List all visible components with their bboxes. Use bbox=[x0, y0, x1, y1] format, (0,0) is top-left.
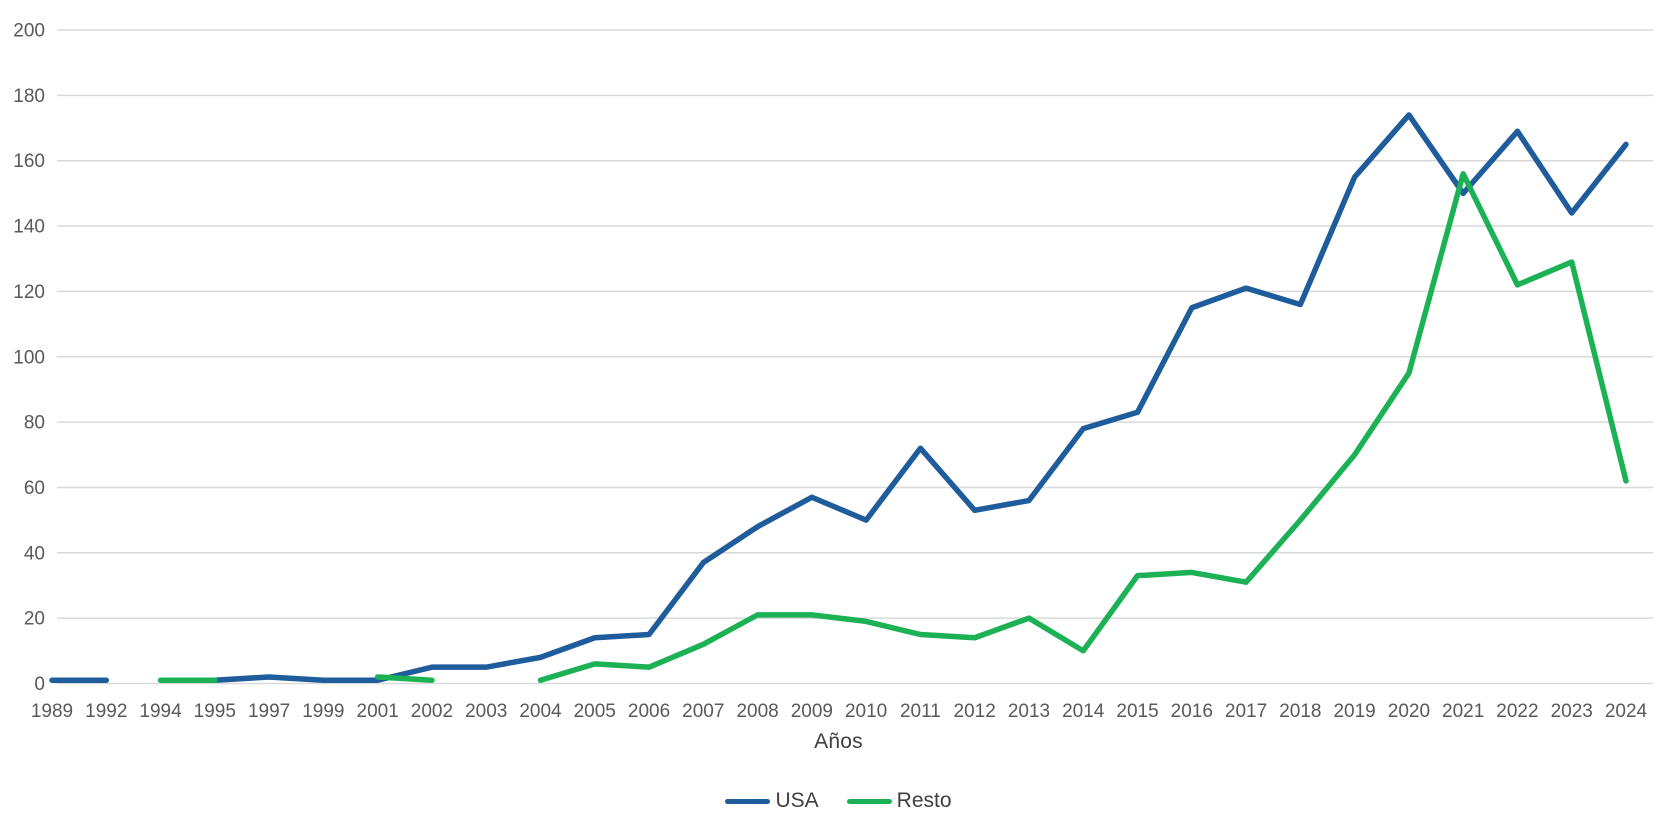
x-tick-label-1997: 1997 bbox=[248, 701, 290, 722]
resto-series[interactable] bbox=[157, 171, 1629, 683]
x-tick-label-2009: 2009 bbox=[791, 701, 833, 722]
x-tick-label-2015: 2015 bbox=[1116, 701, 1158, 722]
y-tick-label-200: 200 bbox=[13, 21, 45, 42]
x-tick-label-2004: 2004 bbox=[519, 701, 562, 722]
x-tick-label-2013: 2013 bbox=[1008, 701, 1050, 722]
x-tick-label-2008: 2008 bbox=[736, 701, 778, 722]
x-tick-label-2005: 2005 bbox=[574, 701, 616, 722]
legend: USA Resto bbox=[0, 789, 1677, 813]
x-tick-label-2024: 2024 bbox=[1605, 701, 1648, 722]
x-tick-label-2011: 2011 bbox=[900, 701, 941, 722]
x-tick-label-2016: 2016 bbox=[1171, 701, 1213, 722]
x-tick-label-2020: 2020 bbox=[1388, 701, 1430, 722]
resto-line-swatch bbox=[846, 798, 892, 804]
x-axis-tick-labels: 1989 1992 1994 1995 1997 1999 2001 2002 2003 2004… bbox=[31, 701, 1648, 722]
x-tick-label-1999: 1999 bbox=[302, 701, 344, 722]
usa-series-line[interactable] bbox=[212, 112, 1629, 683]
x-tick-label-2021: 2021 bbox=[1442, 701, 1484, 722]
x-tick-label-1994: 1994 bbox=[139, 701, 182, 722]
x-tick-label-2018: 2018 bbox=[1279, 701, 1321, 722]
y-tick-label-120: 120 bbox=[13, 282, 45, 303]
usa-line-swatch bbox=[725, 798, 771, 804]
y-tick-label-140: 140 bbox=[13, 217, 45, 238]
legend-label-usa: USA bbox=[775, 789, 819, 812]
legend-item-resto[interactable]: Resto bbox=[846, 789, 952, 813]
y-tick-label-20: 20 bbox=[24, 609, 45, 630]
resto-series-line[interactable] bbox=[537, 171, 1629, 683]
x-tick-label-2010: 2010 bbox=[845, 701, 887, 722]
x-tick-label-2003: 2003 bbox=[465, 701, 507, 722]
y-tick-label-160: 160 bbox=[13, 151, 45, 172]
resto-series-line[interactable] bbox=[374, 674, 435, 683]
y-tick-label-60: 60 bbox=[24, 478, 45, 499]
y-axis-tick-labels: 0 20 40 60 80 100 120 140 160 180 200 bbox=[13, 21, 45, 696]
x-tick-label-1992: 1992 bbox=[85, 701, 127, 722]
gridlines bbox=[57, 29, 1653, 685]
y-tick-label-180: 180 bbox=[13, 86, 45, 107]
x-tick-label-2012: 2012 bbox=[954, 701, 996, 722]
x-axis-title: Años bbox=[814, 730, 863, 753]
x-tick-label-2014: 2014 bbox=[1062, 701, 1105, 722]
x-tick-label-1989: 1989 bbox=[31, 701, 73, 722]
x-tick-label-2002: 2002 bbox=[411, 701, 453, 722]
usa-series[interactable] bbox=[49, 112, 1629, 683]
y-tick-label-40: 40 bbox=[24, 543, 45, 564]
x-tick-label-2001: 2001 bbox=[357, 701, 399, 722]
y-tick-label-0: 0 bbox=[34, 674, 45, 695]
x-tick-label-2023: 2023 bbox=[1551, 701, 1593, 722]
x-tick-label-2007: 2007 bbox=[682, 701, 724, 722]
legend-item-usa[interactable]: USA bbox=[725, 789, 819, 813]
y-tick-label-80: 80 bbox=[24, 413, 45, 434]
x-tick-label-2017: 2017 bbox=[1225, 701, 1267, 722]
x-tick-label-2019: 2019 bbox=[1333, 701, 1375, 722]
x-tick-label-2022: 2022 bbox=[1496, 701, 1538, 722]
x-tick-label-1995: 1995 bbox=[194, 701, 236, 722]
x-tick-label-2006: 2006 bbox=[628, 701, 670, 722]
legend-label-resto: Resto bbox=[896, 789, 952, 812]
y-tick-label-100: 100 bbox=[13, 347, 45, 368]
